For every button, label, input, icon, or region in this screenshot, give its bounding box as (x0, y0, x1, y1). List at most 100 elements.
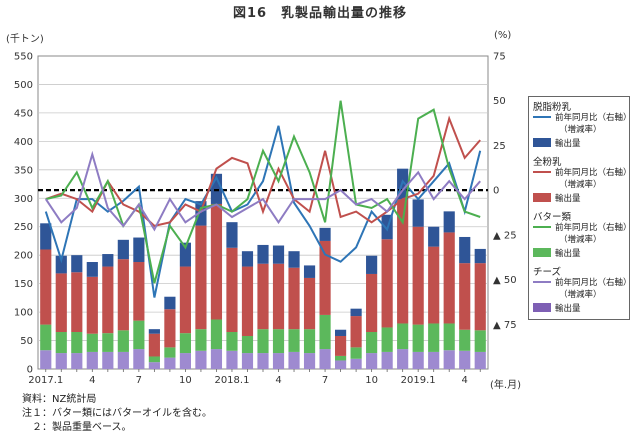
bar-segment (303, 329, 316, 354)
bar-segment (71, 272, 83, 333)
bar-segment (226, 332, 238, 351)
bar-segment (303, 265, 316, 278)
bar-segment (303, 277, 316, 330)
bar-segment (148, 356, 160, 363)
chart-title: 図16 乳製品輸出量の推移 (232, 6, 408, 21)
bar-segment (226, 247, 238, 333)
legend-line-label: 前年同月比（右軸） (555, 278, 632, 288)
bar-segment (272, 353, 285, 369)
y-left-tick-label: 550 (14, 52, 33, 63)
bar-segment (179, 353, 191, 369)
x-tick-label: 2019.1 (401, 375, 436, 386)
legend-line-swatch (533, 171, 551, 173)
legend-group-skim-milk-powder: 脱脂粉乳 前年同月比（右軸） （増減率） 輸出量 (529, 97, 632, 152)
bar-segment (117, 351, 129, 369)
bar-segment (350, 347, 362, 359)
bar-segment (148, 329, 160, 334)
bar-segment (272, 245, 285, 264)
bar-segment (40, 350, 52, 369)
bar-segment (55, 353, 67, 369)
bar-segment (428, 246, 440, 324)
bar-segment (164, 296, 176, 310)
bar-segment (71, 255, 83, 273)
bar-segment (210, 349, 223, 369)
bar-segment (412, 324, 424, 352)
bar-segment (55, 332, 67, 354)
legend-line-entry: 前年同月比（右軸） (531, 166, 632, 178)
bar-segment (40, 324, 52, 351)
bar-segment (117, 330, 129, 352)
legend-line-swatch (533, 116, 551, 118)
bar-segment (195, 329, 207, 351)
legend-group-butter: バター類 前年同月比（右軸） （増減率） 輸出量 (529, 207, 632, 262)
bar-segment (164, 347, 176, 358)
bar-segment (397, 199, 409, 324)
legend-bar-swatch (533, 248, 551, 257)
y-left-tick-label: 100 (14, 308, 33, 319)
bar-segment (474, 351, 486, 369)
bar-segment (148, 362, 160, 369)
y-left-tick-label: 200 (14, 251, 33, 262)
bar-segment (319, 349, 331, 369)
x-tick-label: 4 (89, 375, 95, 386)
y-right-tick-label: 75 (493, 52, 506, 63)
bar-segment (412, 351, 424, 369)
bar-segment (117, 239, 129, 260)
legend-bar-label: 輸出量 (555, 304, 581, 314)
y-right-tick-label: 50 (493, 96, 506, 107)
bar-segment (179, 242, 191, 267)
bar-segment (241, 251, 254, 267)
legend: 脱脂粉乳 前年同月比（右軸） （増減率） 輸出量 全粉乳 前年同月比（右軸） （… (528, 96, 632, 320)
bar-segment (459, 263, 471, 330)
bar-segment (319, 314, 331, 350)
bar-segment (257, 353, 269, 369)
footnote-2: ２：製品重量ベース。 (22, 422, 132, 433)
bar-segment (210, 319, 223, 350)
legend-bar-label: 輸出量 (555, 139, 581, 149)
series-line (45, 115, 481, 227)
bar-segment (459, 350, 471, 369)
bar-segment (133, 262, 145, 321)
bar-segment (428, 351, 440, 369)
bar-segment (55, 273, 67, 333)
bar-segment (288, 329, 300, 352)
bar-segment (335, 335, 347, 356)
legend-line-sublabel: （増減率） (559, 290, 602, 300)
legend-line-entry: 前年同月比（右軸） (531, 111, 632, 123)
bar-segment (303, 353, 316, 369)
bar-segment (164, 357, 176, 369)
bar-segment (319, 240, 331, 315)
legend-line-label: 前年同月比（右軸） (555, 223, 632, 233)
bar-segment (133, 320, 145, 350)
bar-segment (40, 249, 52, 325)
legend-bar-entry: 輸出量 (531, 247, 629, 259)
series-line (45, 100, 481, 284)
bar-segment (397, 349, 409, 369)
legend-group-title: 全粉乳 (533, 157, 562, 168)
bar-segment (71, 353, 83, 369)
y-right-tick-label: ▲ 75 (493, 320, 517, 331)
bar-segment (459, 329, 471, 351)
bar-segment (443, 211, 455, 233)
footnotes: 資料：NZ統計局 注１：バター類にはバターオイルを含む。 ２：製品重量ベース。 (22, 393, 212, 435)
bar-segment (102, 266, 114, 334)
legend-line-sublabel: （増減率） (559, 235, 602, 245)
y-right-tick-label: ▲ 50 (493, 275, 517, 286)
legend-bar-swatch (533, 193, 551, 202)
legend-bar-swatch (533, 138, 551, 147)
legend-bar-entry: 輸出量 (531, 192, 629, 204)
bar-segment (474, 330, 486, 352)
y-left-tick-label: 300 (14, 194, 33, 205)
bar-segment (412, 226, 424, 325)
bar-segment (226, 222, 238, 248)
x-axis-unit: (年.月) (490, 380, 521, 391)
bar-segment (241, 335, 254, 354)
bar-segment (195, 201, 207, 226)
bar-segment (272, 263, 285, 330)
legend-bar-entry: 輸出量 (531, 302, 629, 314)
bar-segment (381, 327, 393, 352)
bar-segment (381, 239, 393, 328)
bar-segment (86, 333, 98, 352)
bar-segment (335, 360, 347, 369)
